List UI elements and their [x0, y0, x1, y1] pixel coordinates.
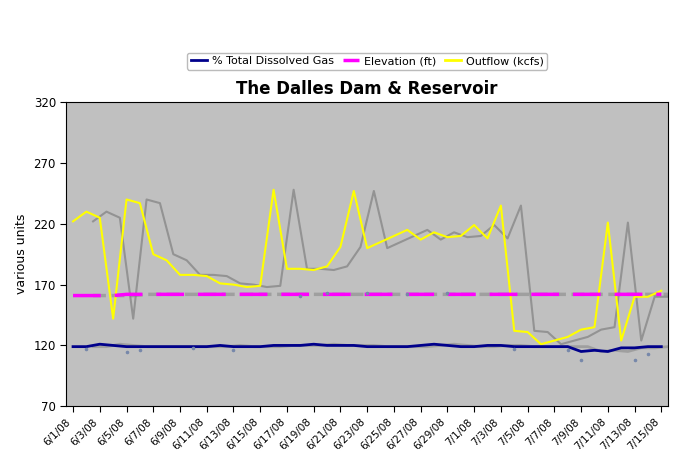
Point — [576, 356, 587, 364]
Point — [295, 292, 306, 299]
Point — [135, 347, 145, 354]
Point — [643, 350, 654, 358]
Point — [322, 290, 333, 297]
Point — [562, 347, 573, 354]
Y-axis label: various units: various units — [15, 214, 28, 294]
Point — [81, 345, 92, 353]
Point — [228, 347, 239, 354]
Point — [629, 356, 640, 364]
Point — [402, 290, 413, 298]
Point — [509, 345, 520, 353]
Point — [362, 290, 373, 297]
Title: The Dalles Dam & Reservoir: The Dalles Dam & Reservoir — [236, 80, 498, 98]
Point — [121, 348, 132, 355]
Legend: % Total Dissolved Gas, Elevation (ft), Outflow (kcfs): % Total Dissolved Gas, Elevation (ft), O… — [187, 53, 547, 70]
Point — [442, 290, 453, 297]
Point — [188, 344, 199, 352]
